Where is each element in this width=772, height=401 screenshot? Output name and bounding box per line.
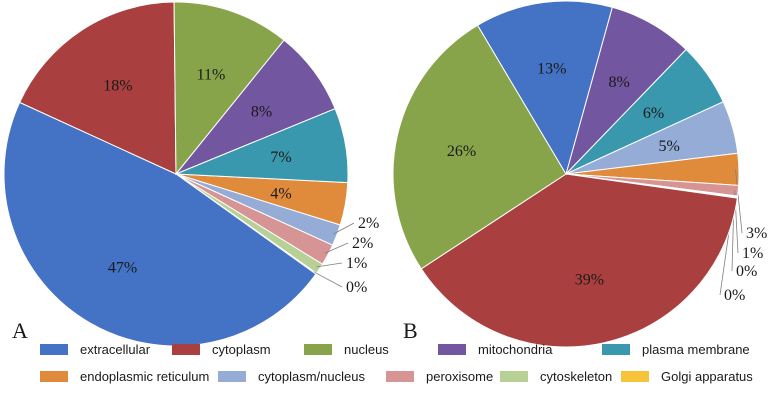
legend: extracellular cytoplasm nucleus mitochon…: [0, 336, 772, 396]
legend-swatch: [40, 370, 68, 382]
pie-slice-cytoplasm: [18, 1, 177, 175]
legend-label: Golgi apparatus: [661, 368, 753, 384]
legend-item-cytoskeleton: cytoskeleton: [500, 367, 612, 385]
panel-label-a: A: [12, 318, 28, 343]
slice-percent-label: 1%: [742, 245, 763, 262]
slice-percent-label: 5%: [659, 138, 680, 155]
leader-line: [324, 242, 349, 254]
slice-percent-label: 6%: [643, 105, 664, 122]
leader-line: [333, 222, 355, 235]
legend-label: extracellular: [80, 341, 151, 357]
legend-swatch: [438, 343, 466, 355]
panel-label-b: B: [403, 318, 418, 343]
slice-percent-label: 0%: [736, 263, 757, 280]
slice-percent-label: 4%: [270, 186, 291, 203]
slice-percent-label: 0%: [346, 279, 367, 296]
slice-percent-label: 13%: [537, 61, 566, 78]
slice-percent-label: 18%: [103, 78, 132, 95]
legend-swatch: [40, 343, 68, 355]
pie-chart-a: 4% 2% 2% 1% 0% 47% 18% 11% 8% 7%: [3, 1, 379, 347]
legend-item-cytoplasm: cytoplasm: [172, 340, 271, 358]
legend-label: cytoplasm/nucleus: [258, 368, 365, 384]
slice-percent-label: 8%: [609, 74, 630, 91]
legend-item-endoplasmic-reticulum: endoplasmic reticulum: [40, 367, 209, 385]
legend-item-plasma-membrane: plasma membrane: [602, 340, 750, 358]
pie-chart-b: 8%6%5%3%1%0%0%39%26%13%: [392, 0, 767, 348]
slice-percent-label: 0%: [724, 287, 745, 304]
slice-percent-label: 2%: [352, 235, 373, 252]
legend-item-extracellular: extracellular: [40, 340, 150, 358]
legend-label: mitochondria: [478, 341, 553, 357]
leader-line: [316, 262, 343, 268]
pie-slice-extracellular: [476, 0, 613, 176]
legend-swatch: [621, 370, 649, 382]
leader-line: [735, 169, 743, 234]
legend-label: cytoskeleton: [540, 368, 613, 384]
legend-item-mitochondria: mitochondria: [438, 340, 552, 358]
legend-swatch: [500, 370, 528, 382]
legend-swatch: [386, 370, 414, 382]
pie-slice-nucleus: [173, 1, 285, 176]
leader-line: [313, 271, 343, 288]
pie-slice-nucleus: [392, 24, 567, 270]
legend-label: plasma membrane: [642, 341, 750, 357]
legend-swatch: [304, 343, 332, 355]
pie-slice-extracellular: [3, 101, 317, 347]
legend-swatch: [172, 343, 200, 355]
slice-percent-label: 47%: [108, 259, 137, 276]
legend-swatch: [218, 370, 246, 382]
legend-item-golgi-apparatus: Golgi apparatus: [621, 367, 753, 385]
slice-percent-label: 11%: [197, 66, 226, 83]
slice-percent-label: 8%: [251, 103, 272, 120]
slice-percent-label: 26%: [447, 143, 476, 160]
slice-percent-label: 7%: [270, 149, 291, 166]
pie-slice-plasma-membrane: [175, 108, 349, 184]
slice-percent-label: 39%: [575, 272, 604, 289]
slice-percent-label: 2%: [358, 215, 379, 232]
slice-percent-label: 3%: [746, 225, 767, 242]
legend-label: peroxisome: [426, 368, 494, 384]
legend-label: endoplasmic reticulum: [80, 368, 210, 384]
legend-item-cytoplasm-nucleus: cytoplasm/nucleus: [218, 367, 365, 385]
legend-label: nucleus: [344, 341, 389, 357]
slice-percent-label: 1%: [346, 255, 367, 272]
legend-item-peroxisome: peroxisome: [386, 367, 493, 385]
legend-label: cytoplasm: [212, 341, 271, 357]
legend-item-nucleus: nucleus: [304, 340, 389, 358]
legend-swatch: [602, 343, 630, 355]
